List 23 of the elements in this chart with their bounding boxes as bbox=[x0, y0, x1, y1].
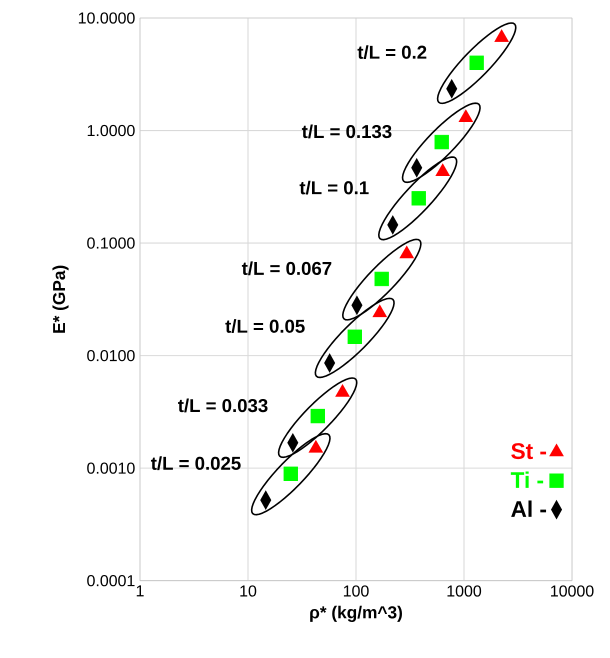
x-tick-label: 1 bbox=[136, 585, 144, 596]
y-tick-label: 0.0001 bbox=[87, 575, 135, 586]
legend-label: Al - bbox=[511, 500, 546, 517]
y-axis-title: E* (GPa) bbox=[52, 266, 69, 333]
annotation: t/L = 0.067 bbox=[242, 261, 332, 276]
annotation: t/L = 0.033 bbox=[178, 398, 268, 412]
x-tick-label: 10000 bbox=[551, 585, 594, 597]
y-tick-label: 0.0010 bbox=[87, 462, 135, 474]
annotation: t/L = 0.05 bbox=[225, 319, 305, 334]
annotation: t/L = 0.025 bbox=[150, 456, 241, 470]
annotation: t/L = 0.2 bbox=[358, 45, 426, 60]
legend-label: Ti - bbox=[510, 471, 544, 488]
y-tick-label: 0.1000 bbox=[87, 237, 135, 249]
y-tick-label: 10.0000 bbox=[78, 12, 135, 24]
x-tick-label: 10 bbox=[240, 585, 256, 597]
y-tick-label: 0.0100 bbox=[87, 350, 135, 362]
y-tick-label: 1.0000 bbox=[88, 124, 135, 136]
x-tick-label: 1000 bbox=[447, 585, 482, 597]
annotation: t/L = 0.133 bbox=[302, 124, 392, 138]
legend-label: St - bbox=[511, 443, 546, 460]
x-axis-title: ρ* (kg/m^3) bbox=[310, 606, 402, 622]
x-tick-label: 100 bbox=[344, 585, 369, 597]
annotation: t/L = 0.1 bbox=[300, 180, 369, 195]
